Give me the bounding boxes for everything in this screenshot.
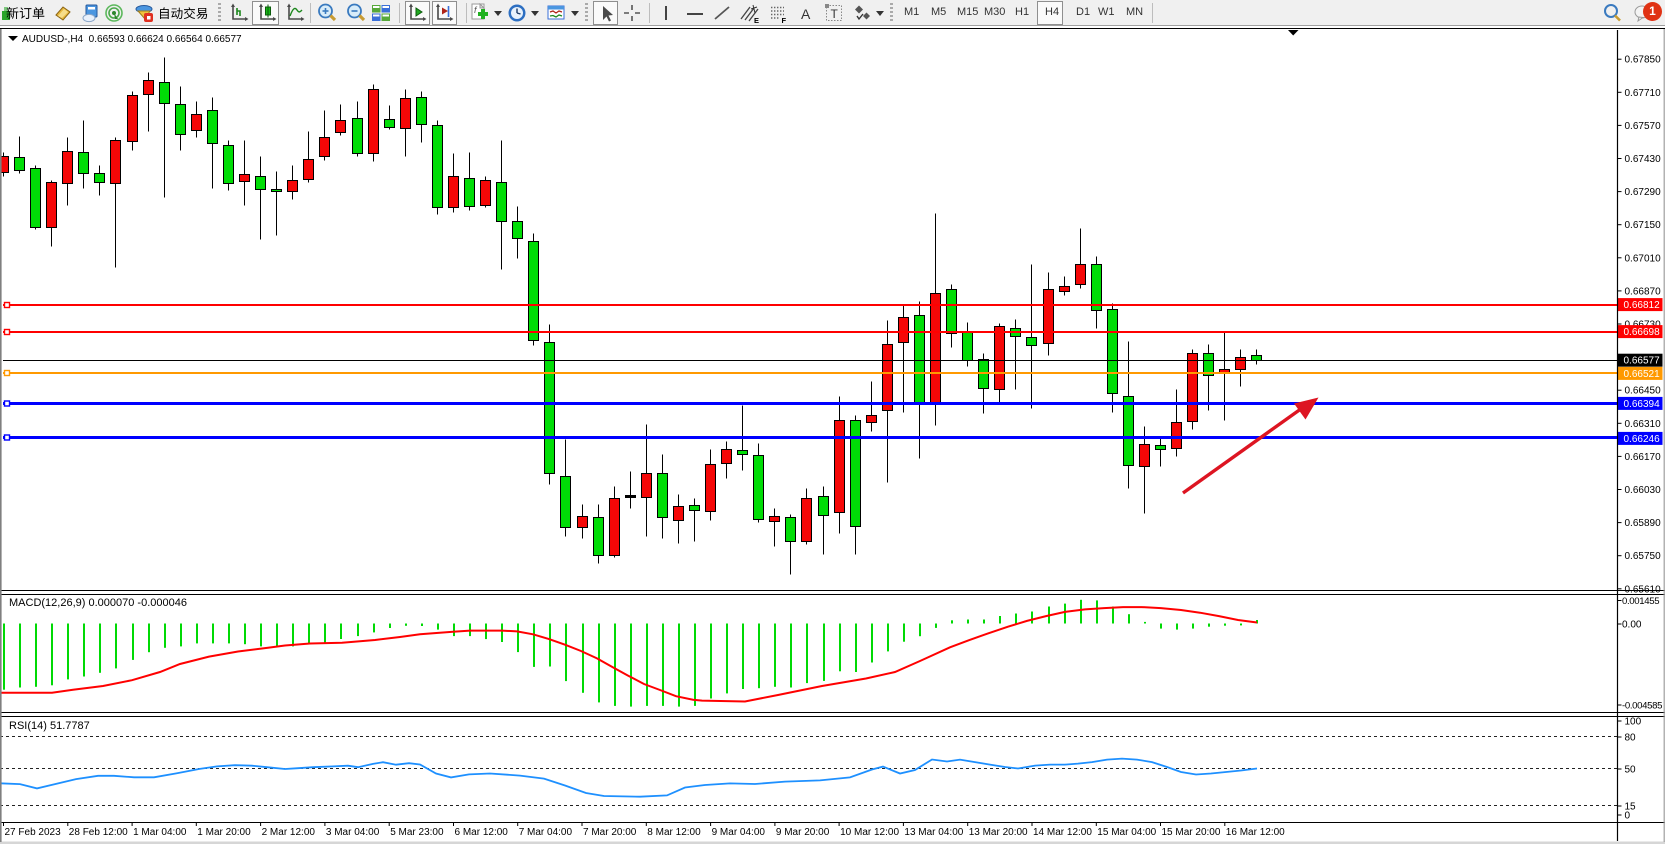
svg-text:15 Mar 20:00: 15 Mar 20:00 <box>1162 827 1221 838</box>
svg-text:0.66030: 0.66030 <box>1625 485 1662 496</box>
svg-text:13 Mar 20:00: 13 Mar 20:00 <box>969 827 1028 838</box>
svg-text:E: E <box>754 16 759 23</box>
svg-text:0.66730: 0.66730 <box>1625 320 1662 331</box>
svg-text:8 Mar 12:00: 8 Mar 12:00 <box>647 827 701 838</box>
svg-text:80: 80 <box>1625 733 1637 744</box>
svg-text:15: 15 <box>1625 802 1637 813</box>
svg-text:50: 50 <box>1625 765 1637 776</box>
svg-text:9 Mar 20:00: 9 Mar 20:00 <box>776 827 830 838</box>
svg-text:0.66310: 0.66310 <box>1625 419 1662 430</box>
svg-text:28 Feb 12:00: 28 Feb 12:00 <box>69 827 128 838</box>
svg-text:AUDUSD-,H4 0.66593 0.66624 0.: AUDUSD-,H4 0.66593 0.66624 0.66564 0.665… <box>22 34 242 45</box>
svg-text:14 Mar 12:00: 14 Mar 12:00 <box>1033 827 1092 838</box>
svg-text:0.66246: 0.66246 <box>1624 434 1661 445</box>
svg-text:0.65610: 0.65610 <box>1625 584 1662 595</box>
svg-text:0.66812: 0.66812 <box>1624 300 1661 311</box>
svg-text:10 Mar 12:00: 10 Mar 12:00 <box>840 827 899 838</box>
svg-text:0.66698: 0.66698 <box>1624 327 1661 338</box>
svg-text:0.66450: 0.66450 <box>1625 386 1662 397</box>
svg-text:9 Mar 04:00: 9 Mar 04:00 <box>712 827 766 838</box>
svg-text:0.67850: 0.67850 <box>1625 55 1662 66</box>
svg-text:RSI(14) 51.7787: RSI(14) 51.7787 <box>9 720 90 732</box>
svg-text:F: F <box>782 16 787 23</box>
svg-text:0.67710: 0.67710 <box>1625 88 1662 99</box>
svg-text:100: 100 <box>1625 717 1642 728</box>
svg-text:0.66870: 0.66870 <box>1625 286 1662 297</box>
svg-text:27 Feb 2023: 27 Feb 2023 <box>5 827 62 838</box>
svg-text:0.67290: 0.67290 <box>1625 187 1662 198</box>
svg-text:T: T <box>831 7 839 21</box>
svg-text:0.66170: 0.66170 <box>1625 452 1662 463</box>
svg-text:2 Mar 12:00: 2 Mar 12:00 <box>262 827 316 838</box>
svg-text:1 Mar 04:00: 1 Mar 04:00 <box>133 827 187 838</box>
svg-text:0: 0 <box>1625 811 1631 822</box>
svg-text:f: f <box>474 5 478 15</box>
svg-text:16 Mar 12:00: 16 Mar 12:00 <box>1226 827 1285 838</box>
svg-text:0.67570: 0.67570 <box>1625 121 1662 132</box>
svg-text:0.65890: 0.65890 <box>1625 518 1662 529</box>
svg-text:7 Mar 04:00: 7 Mar 04:00 <box>519 827 573 838</box>
svg-text:1 Mar 20:00: 1 Mar 20:00 <box>197 827 251 838</box>
svg-text:0.66394: 0.66394 <box>1624 399 1661 410</box>
svg-text:0.66521: 0.66521 <box>1624 369 1661 380</box>
svg-text:13 Mar 04:00: 13 Mar 04:00 <box>904 827 963 838</box>
svg-text:0.67150: 0.67150 <box>1625 220 1662 231</box>
svg-text:7 Mar 20:00: 7 Mar 20:00 <box>583 827 637 838</box>
svg-text:5 Mar 23:00: 5 Mar 23:00 <box>390 827 444 838</box>
svg-text:0.001455: 0.001455 <box>1622 596 1659 607</box>
svg-text:-0.004585: -0.004585 <box>1622 701 1662 712</box>
svg-text:15 Mar 04:00: 15 Mar 04:00 <box>1097 827 1156 838</box>
svg-text:0.67010: 0.67010 <box>1625 253 1662 264</box>
svg-text:MACD(12,26,9) 0.000070 -0.0000: MACD(12,26,9) 0.000070 -0.000046 <box>9 597 187 609</box>
svg-text:3 Mar 04:00: 3 Mar 04:00 <box>326 827 380 838</box>
svg-text:0.00: 0.00 <box>1622 620 1642 631</box>
svg-text:0.67430: 0.67430 <box>1625 154 1662 165</box>
svg-text:0.65750: 0.65750 <box>1625 551 1662 562</box>
svg-text:6 Mar 12:00: 6 Mar 12:00 <box>455 827 509 838</box>
svg-text:0.66577: 0.66577 <box>1624 356 1661 367</box>
